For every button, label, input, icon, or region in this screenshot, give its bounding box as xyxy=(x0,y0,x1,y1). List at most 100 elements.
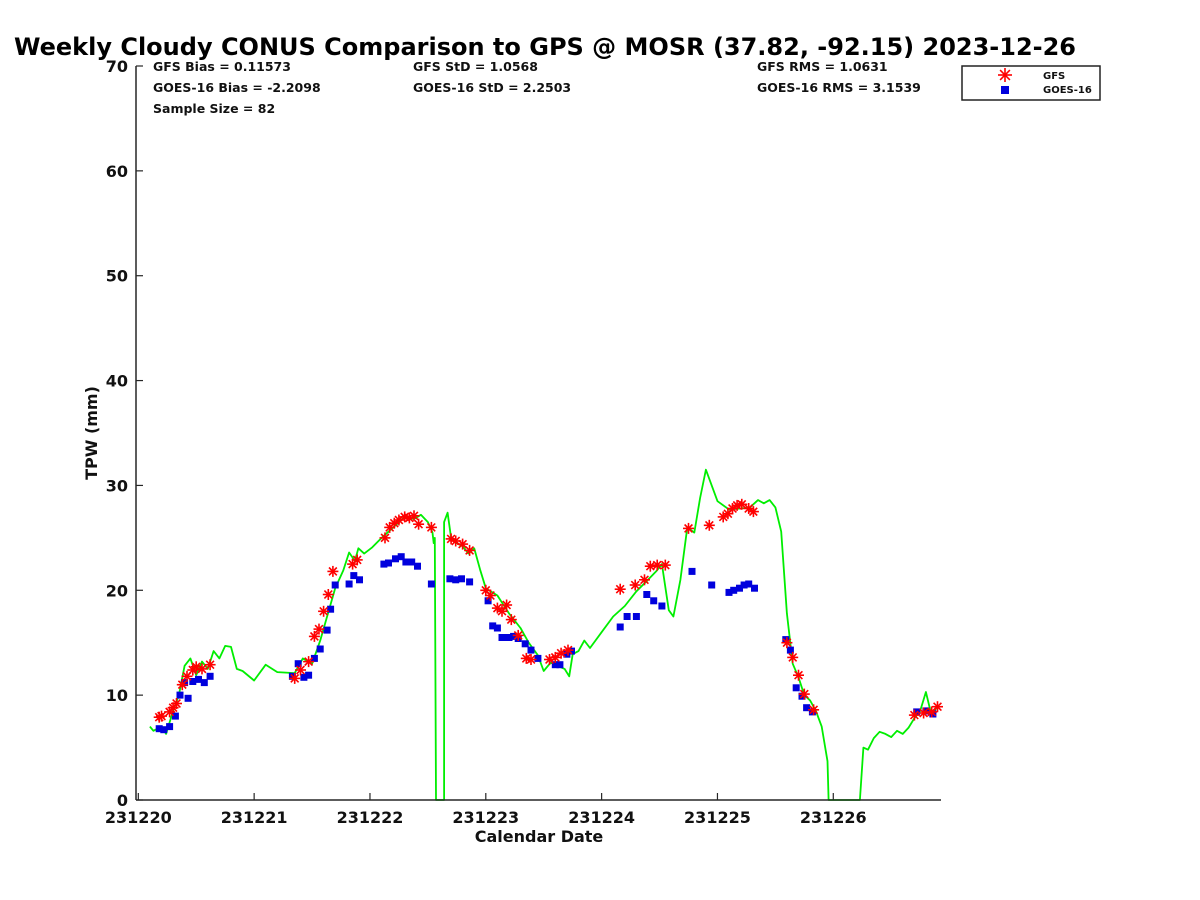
x-tick-label: 231221 xyxy=(221,808,288,827)
goes16-point xyxy=(650,597,658,605)
goes16-point xyxy=(658,602,666,610)
goes16-point xyxy=(498,634,506,641)
goes16-point xyxy=(632,613,640,620)
goes16-point xyxy=(414,562,421,570)
y-tick-label: 30 xyxy=(106,476,128,495)
y-ticks: 0 10 20 30 40 50 60 70 xyxy=(106,57,143,810)
stat-sample-size: Sample Size = 82 xyxy=(153,101,275,116)
goes16-point xyxy=(327,605,335,613)
goes16-point xyxy=(493,624,501,632)
goes16-point xyxy=(356,576,363,584)
gfs-point xyxy=(793,669,804,681)
goes16-point xyxy=(489,622,497,630)
gfs-point xyxy=(171,698,182,709)
goes16-point xyxy=(803,704,811,712)
goes16-point xyxy=(350,572,358,580)
gfs-point xyxy=(327,565,339,577)
gfs-point xyxy=(787,651,799,663)
legend-gfs-marker xyxy=(998,68,1012,82)
legend-goes16-label: GOES-16 xyxy=(1043,85,1092,96)
goes16-point xyxy=(745,580,753,588)
gfs-point xyxy=(544,654,555,665)
gfs-point xyxy=(932,701,943,713)
goes16-point xyxy=(427,580,435,588)
chart-title: Weekly Cloudy CONUS Comparison to GPS @ … xyxy=(14,33,1076,61)
goes16-point xyxy=(392,555,399,563)
gfs-point xyxy=(781,637,793,649)
gfs-point xyxy=(644,560,656,572)
y-tick-label: 10 xyxy=(106,686,128,705)
goes16-point xyxy=(568,647,575,655)
goes16-point xyxy=(484,597,492,605)
goes16-point xyxy=(466,578,474,586)
plot-area xyxy=(136,66,941,800)
x-axis-label: Calendar Date xyxy=(475,827,604,846)
goes16-point xyxy=(160,726,168,734)
gfs-point xyxy=(289,672,301,684)
goes16-point xyxy=(725,588,733,596)
y-tick-label: 50 xyxy=(106,267,128,286)
gfs-point xyxy=(629,579,641,591)
goes16-point xyxy=(316,645,324,653)
gfs-point xyxy=(204,659,216,671)
goes16-point xyxy=(751,584,758,592)
gfs-point xyxy=(322,589,334,600)
goes16-point xyxy=(331,581,339,589)
gfs-point xyxy=(408,510,420,522)
gfs-point xyxy=(295,664,306,676)
goes16-point xyxy=(505,634,513,641)
gfs-point xyxy=(176,679,188,691)
stat-goes-rms: GOES-16 RMS = 3.1539 xyxy=(757,80,921,95)
x-tick-label: 231226 xyxy=(800,808,867,827)
stat-gfs-std: GFS StD = 1.0568 xyxy=(413,59,538,74)
x-tick-label: 231222 xyxy=(337,808,404,827)
stat-goes-bias: GOES-16 Bias = -2.2098 xyxy=(153,80,321,95)
gfs-point xyxy=(808,704,820,716)
stat-gfs-rms: GFS RMS = 1.0631 xyxy=(757,59,888,74)
goes16-point xyxy=(623,613,631,620)
goes16-point xyxy=(786,646,794,654)
gfs-point xyxy=(639,574,650,586)
gfs-point xyxy=(562,644,574,656)
goes16-point xyxy=(408,558,416,566)
legend-goes16-marker xyxy=(1001,86,1009,94)
gfs-point xyxy=(717,511,729,523)
goes16-point xyxy=(458,575,465,583)
gfs-point xyxy=(614,583,626,595)
x-tick-label: 231224 xyxy=(568,808,635,827)
gfs-point xyxy=(908,709,920,721)
goes16-point xyxy=(195,675,202,683)
gfs-point xyxy=(457,538,469,550)
gfs-point xyxy=(549,651,561,663)
goes16-point xyxy=(563,650,571,658)
goes16-point xyxy=(155,725,163,733)
gfs-point xyxy=(501,599,513,611)
goes16-point xyxy=(730,586,738,594)
goes16-point xyxy=(184,694,192,702)
goes16-point xyxy=(310,654,318,662)
gfs-point xyxy=(379,532,391,544)
gfs-point xyxy=(683,522,694,534)
gfs-point xyxy=(525,654,537,665)
y-tick-label: 60 xyxy=(106,162,128,181)
y-tick-label: 40 xyxy=(106,372,128,391)
gfs-point xyxy=(505,614,517,626)
goes16-point xyxy=(643,591,651,598)
goes16-point xyxy=(551,661,559,669)
goes16-point xyxy=(323,626,331,634)
gfs-point xyxy=(156,710,167,722)
gfs-point xyxy=(313,623,325,635)
y-tick-label: 20 xyxy=(106,581,128,600)
gfs-point xyxy=(496,605,508,617)
legend: GFS GOES-16 xyxy=(961,65,1101,101)
goes16-point xyxy=(782,636,790,644)
goes16-point xyxy=(521,640,529,648)
goes16-point xyxy=(556,661,564,669)
x-tick-label: 231225 xyxy=(684,808,751,827)
gfs-point xyxy=(512,629,524,641)
goes16-point xyxy=(189,678,197,685)
goes16-point xyxy=(176,691,184,699)
goes16-point xyxy=(200,679,208,687)
gfs-point xyxy=(425,521,437,533)
